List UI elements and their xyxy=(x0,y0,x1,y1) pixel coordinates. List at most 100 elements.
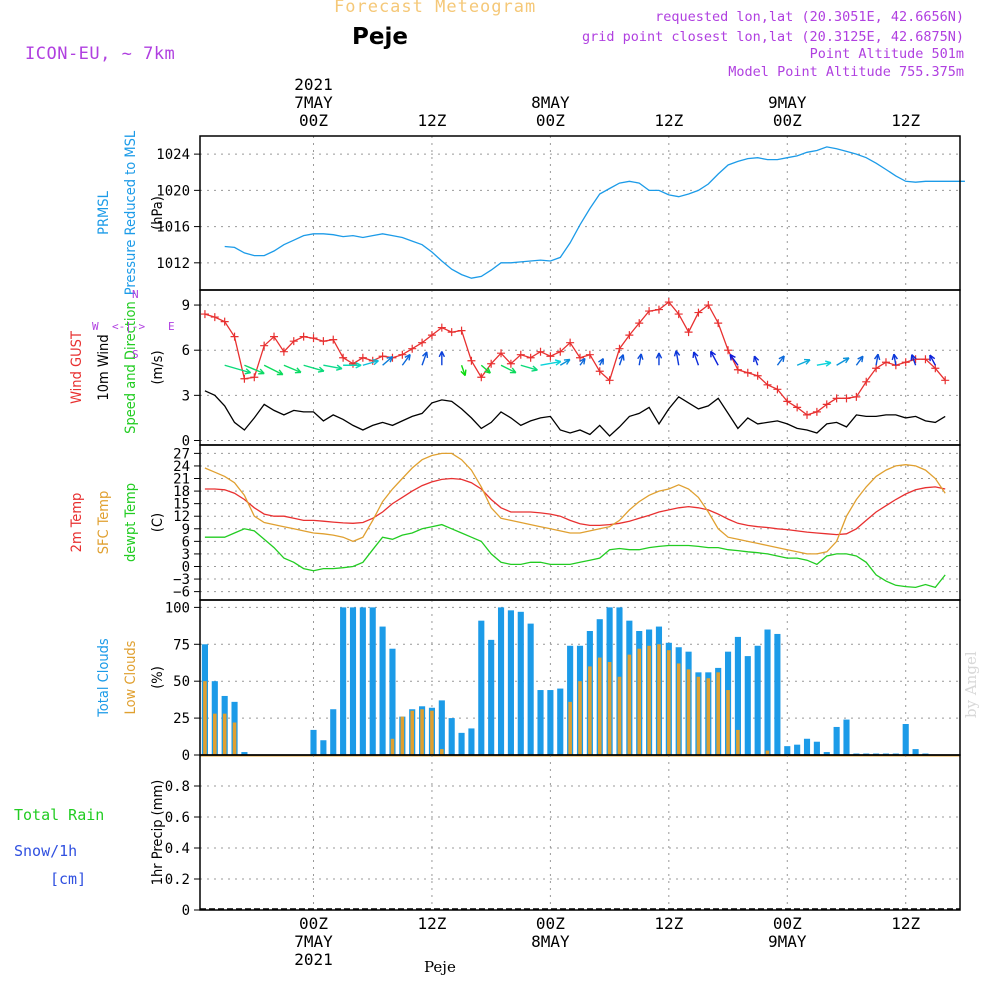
wind-arrow-head xyxy=(729,353,736,361)
wind-arrow-head xyxy=(637,353,644,360)
bottom-time-label: 12Z xyxy=(417,914,446,933)
total-clouds-bar xyxy=(784,746,791,755)
wind-arrow xyxy=(362,360,379,366)
wind-arrow-head xyxy=(294,367,302,374)
wind-arrow-head xyxy=(438,351,446,358)
wind-arrow xyxy=(753,355,759,366)
gust-marker xyxy=(437,323,446,332)
total-clouds-bar xyxy=(379,626,386,755)
total-clouds-bar xyxy=(468,728,475,755)
gust-marker xyxy=(595,367,604,376)
panel-wind: 0 3 6 9 Wind GUST 10m Wind Speed and Direction… xyxy=(69,289,961,449)
y-tick-label: 0 xyxy=(182,559,190,575)
low-clouds-bar xyxy=(736,729,740,755)
total-clouds-bar xyxy=(448,718,455,755)
wind-arrow-head xyxy=(336,364,343,371)
bottom-time-label: 00Z xyxy=(773,914,802,933)
y-tick-label: −3 xyxy=(173,572,190,588)
wind-arrow-head xyxy=(910,354,917,361)
wind-arrow-head xyxy=(372,359,379,366)
panel-axis-label: (C) xyxy=(150,513,166,532)
gust-marker xyxy=(210,313,219,322)
wind-arrow-head xyxy=(673,350,681,357)
top-time-label: 00Z xyxy=(773,111,802,130)
low-clouds-bar xyxy=(203,681,207,755)
total-clouds-bar xyxy=(517,611,524,755)
gust-marker xyxy=(763,380,772,389)
top-time-label: 8MAY xyxy=(531,93,570,112)
low-clouds-bar xyxy=(222,713,227,755)
top-time-label: 9MAY xyxy=(768,93,807,112)
low-clouds-bar xyxy=(726,690,730,755)
y-tick-label: 0.8 xyxy=(165,779,190,795)
y-tick-label: 1016 xyxy=(156,220,190,236)
gust-marker xyxy=(358,353,367,362)
wind-arrow xyxy=(911,354,917,366)
wind-arrow-head xyxy=(460,369,467,377)
wind-arrow-head xyxy=(317,366,325,373)
gust-marker xyxy=(556,347,565,356)
total-clouds-bar xyxy=(803,738,811,755)
bottom-time-label: 8MAY xyxy=(531,932,570,951)
bottom-time-label: 12Z xyxy=(654,914,683,933)
low-clouds-bar xyxy=(588,666,592,755)
gust-marker xyxy=(447,328,456,337)
wind-arrow-head xyxy=(778,355,785,362)
total-clouds-bar xyxy=(369,607,376,755)
total-clouds-bar xyxy=(764,629,771,755)
y-tick-label: −6 xyxy=(173,585,190,601)
y-tick-label: 12 xyxy=(173,509,190,525)
panel-pressure: 1012 1016 1020 1024 PRMSL Pressure Reduced to… xyxy=(96,130,965,295)
wind-arrow xyxy=(893,354,897,366)
gust-marker xyxy=(832,394,841,403)
total-clouds-bar xyxy=(527,623,534,755)
gust-marker xyxy=(585,350,594,359)
precip-side-label: [cm] xyxy=(50,870,86,888)
wind-arrow-head xyxy=(929,354,936,362)
panel-axis-label: Low Clouds xyxy=(123,640,139,714)
wind-arrow-head xyxy=(598,358,605,365)
top-time-label: 12Z xyxy=(891,111,920,130)
wind-arrow xyxy=(855,355,864,366)
compass-n-label: N xyxy=(132,288,139,301)
panel-axis-label: Wind GUST xyxy=(69,330,85,404)
gust-marker xyxy=(803,410,812,419)
wind-arrow-head xyxy=(692,351,699,358)
low-clouds-bar xyxy=(420,709,424,755)
total-clouds-bar xyxy=(557,688,564,755)
total-clouds-bar xyxy=(310,729,317,755)
gust-marker xyxy=(783,397,792,406)
bottom-time-label: 00Z xyxy=(299,914,328,933)
wind-arrow xyxy=(303,364,325,372)
low-clouds-bar xyxy=(232,722,237,755)
wind-arrow xyxy=(710,351,719,366)
wind-arrow xyxy=(460,365,466,376)
low-clouds-bar xyxy=(568,701,572,755)
gust-marker xyxy=(457,326,466,335)
total-clouds-bar xyxy=(359,607,366,755)
gust-marker xyxy=(526,353,535,362)
wind-arrow-head xyxy=(825,360,832,367)
gust-marker xyxy=(724,346,733,355)
y-tick-label: 1012 xyxy=(156,256,190,272)
gust-marker xyxy=(714,319,723,328)
total-clouds-bar xyxy=(547,690,554,755)
gust-marker xyxy=(289,337,298,346)
total-clouds-bar xyxy=(794,744,801,755)
gust-marker xyxy=(250,373,259,382)
gust-marker xyxy=(684,328,693,337)
gust-marker xyxy=(299,332,308,341)
gust-marker xyxy=(733,365,742,374)
wind-arrow-head xyxy=(857,355,864,363)
point-altitude: Point Altitude 501m xyxy=(809,46,964,62)
y-tick-label: 100 xyxy=(165,600,190,616)
panel-axis-label: (m/s) xyxy=(150,350,166,384)
gust-marker xyxy=(546,352,555,361)
gust-marker xyxy=(339,353,348,362)
precip-side-label: Total Rain xyxy=(14,806,104,824)
top-time-label: 12Z xyxy=(654,111,683,130)
total-clouds-bar xyxy=(823,752,830,755)
gust-marker xyxy=(279,347,288,356)
wind-arrow xyxy=(693,351,700,366)
panel-axis-label: 2m Temp xyxy=(69,493,85,553)
